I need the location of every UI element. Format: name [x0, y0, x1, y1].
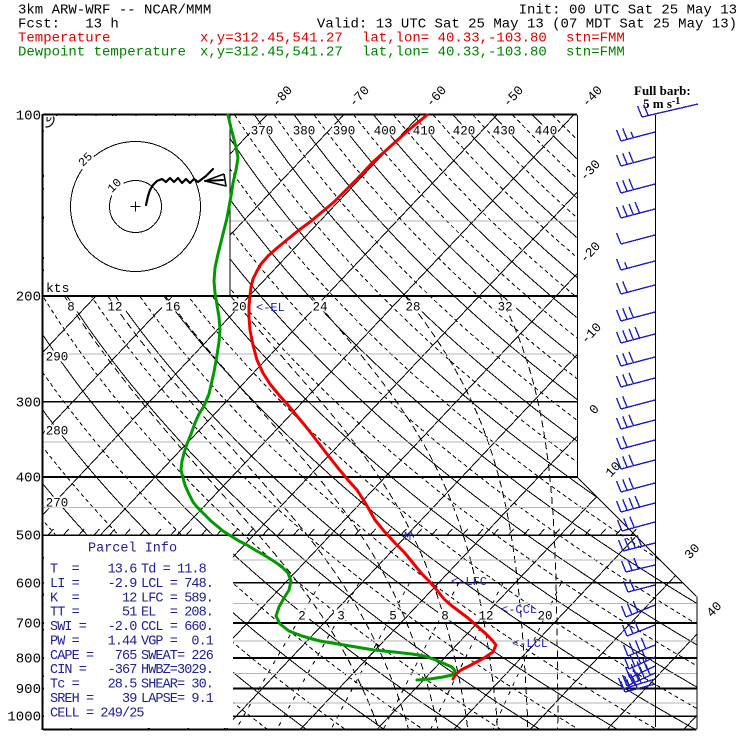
svg-text:800: 800 — [16, 651, 41, 667]
svg-text:HWBZ=3029.: HWBZ=3029. — [141, 663, 213, 678]
svg-text:16: 16 — [165, 301, 180, 315]
svg-text:3: 3 — [337, 610, 345, 624]
svg-text:700: 700 — [16, 617, 41, 633]
svg-text:<-LCL: <-LCL — [512, 637, 548, 651]
svg-text:5: 5 — [389, 610, 397, 624]
svg-text:SWI = -2.0: SWI = -2.0 — [50, 620, 137, 635]
svg-text:32: 32 — [498, 301, 513, 315]
svg-text:VGP = 0.1: VGP = 0.1 — [141, 634, 214, 649]
svg-text:280: 280 — [46, 425, 69, 439]
svg-text:CELL = 249/25: CELL = 249/25 — [50, 706, 144, 721]
svg-text:100: 100 — [16, 109, 41, 125]
svg-text:28: 28 — [405, 301, 420, 315]
svg-text:EL = 208.: EL = 208. — [141, 606, 213, 621]
svg-text:M: M — [404, 530, 411, 544]
svg-text:8: 8 — [441, 610, 449, 624]
svg-text:stn=FMM: stn=FMM — [566, 45, 625, 61]
svg-text:K = 12: K = 12 — [50, 591, 137, 606]
svg-text:Td = 11.8: Td = 11.8 — [141, 563, 207, 578]
svg-text:12: 12 — [478, 610, 493, 624]
svg-text:200: 200 — [16, 290, 41, 306]
svg-text:8: 8 — [67, 301, 75, 315]
svg-text:24: 24 — [312, 301, 327, 315]
svg-text:TT = 51: TT = 51 — [50, 606, 137, 621]
svg-text:SHEAR= 30.: SHEAR= 30. — [141, 678, 213, 693]
svg-text:Dewpoint temperature: Dewpoint temperature — [18, 45, 186, 61]
svg-text:LCL = 748.: LCL = 748. — [141, 577, 213, 592]
svg-text:290: 290 — [46, 351, 69, 365]
svg-text:420: 420 — [453, 125, 476, 139]
svg-text:430: 430 — [493, 125, 516, 139]
svg-text:lat,lon= 40.33,-103.80: lat,lon= 40.33,-103.80 — [362, 45, 547, 61]
svg-text:500: 500 — [16, 529, 41, 545]
svg-text:900: 900 — [16, 682, 41, 698]
svg-text:CAPE = 765: CAPE = 765 — [50, 649, 137, 664]
svg-text:<-LFC: <-LFC — [451, 575, 487, 589]
svg-text:390: 390 — [333, 125, 356, 139]
svg-text:410: 410 — [413, 125, 436, 139]
svg-text:370: 370 — [251, 125, 274, 139]
svg-text:LI = -2.9: LI = -2.9 — [50, 577, 137, 592]
svg-text:12: 12 — [107, 301, 122, 315]
svg-text:SREH = 39: SREH = 39 — [50, 692, 137, 707]
svg-text:440: 440 — [535, 125, 558, 139]
svg-text:x,y=312.45,541.27: x,y=312.45,541.27 — [200, 45, 343, 61]
svg-text:<-EL: <-EL — [256, 301, 285, 315]
svg-text:T = 13.6: T = 13.6 — [50, 563, 137, 578]
svg-text:LFC = 589.: LFC = 589. — [141, 591, 213, 606]
svg-text:380: 380 — [293, 125, 316, 139]
svg-text:CCL = 660.: CCL = 660. — [141, 620, 213, 635]
svg-text:400: 400 — [374, 125, 397, 139]
svg-text:kts: kts — [46, 281, 69, 296]
svg-text:20: 20 — [232, 301, 247, 315]
svg-text:Tc = 28.5: Tc = 28.5 — [50, 678, 137, 693]
svg-text:600: 600 — [16, 576, 41, 592]
svg-text:CIN = -367: CIN = -367 — [50, 663, 137, 678]
svg-text:<-CCL: <-CCL — [501, 603, 537, 617]
svg-text:1000: 1000 — [7, 710, 41, 726]
svg-text:LAPSE= 9.1: LAPSE= 9.1 — [141, 692, 214, 707]
svg-text:SWEAT= 226: SWEAT= 226 — [141, 649, 214, 664]
svg-text:PW = 1.44: PW = 1.44 — [50, 634, 137, 649]
svg-text:400: 400 — [16, 470, 41, 486]
svg-text:2: 2 — [298, 610, 306, 624]
svg-text:300: 300 — [16, 395, 41, 411]
svg-text:20: 20 — [537, 610, 552, 624]
svg-text:Parcel Info: Parcel Info — [88, 542, 177, 557]
svg-text:270: 270 — [46, 497, 69, 511]
